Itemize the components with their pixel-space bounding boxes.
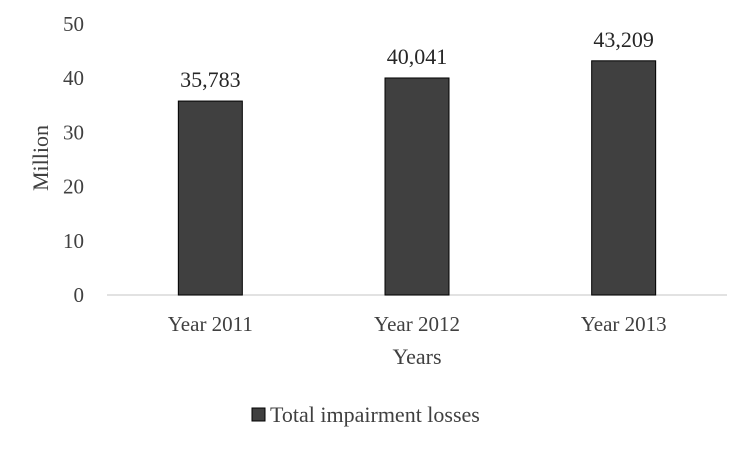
y-tick-label: 30 <box>63 120 84 144</box>
y-tick-label: 10 <box>63 229 84 253</box>
y-axis-title: Million <box>28 125 53 191</box>
y-tick-label: 40 <box>63 66 84 90</box>
x-axis-title: Years <box>392 344 441 369</box>
legend-label: Total impairment losses <box>270 402 480 427</box>
y-tick-label: 0 <box>74 283 85 307</box>
y-axis-tick-labels: 0 10 20 30 40 50 <box>63 12 84 307</box>
y-tick-label: 50 <box>63 12 84 36</box>
data-label: 43,209 <box>593 27 654 52</box>
data-labels: 35,783 40,041 43,209 <box>180 27 654 92</box>
y-tick-label: 20 <box>63 175 84 199</box>
bars <box>177 60 657 296</box>
legend: Total impairment losses <box>251 402 480 427</box>
bar <box>384 77 450 296</box>
data-label: 40,041 <box>387 44 448 69</box>
x-axis-tick-labels: Year 2011 Year 2012 Year 2013 <box>168 312 667 336</box>
data-label: 35,783 <box>180 67 241 92</box>
x-tick-label: Year 2012 <box>374 312 460 336</box>
bar <box>591 60 657 296</box>
bar <box>177 100 243 296</box>
x-tick-label: Year 2011 <box>168 312 253 336</box>
legend-swatch <box>251 407 266 422</box>
x-tick-label: Year 2013 <box>581 312 667 336</box>
